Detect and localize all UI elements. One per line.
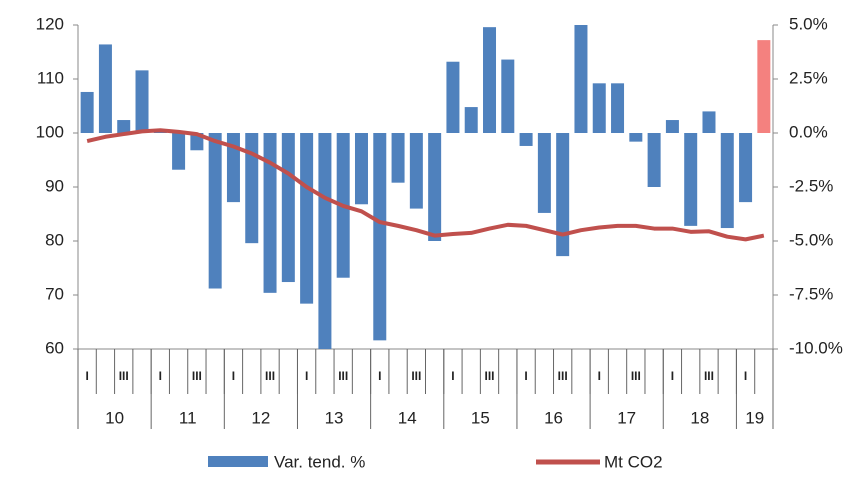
bar: [647, 133, 661, 187]
year-label: 17: [617, 408, 636, 427]
bar: [373, 133, 387, 341]
year-label: 10: [105, 408, 124, 427]
legend-label: Var. tend. %: [274, 452, 365, 471]
bar: [391, 133, 405, 183]
bar: [117, 120, 131, 133]
year-label: 13: [325, 408, 344, 427]
x-tick-label: I: [305, 369, 308, 383]
y2-tick-label: -10.0%: [789, 338, 843, 357]
line: [86, 128, 765, 242]
bar: [629, 133, 643, 142]
bar: [720, 133, 734, 229]
year-label: 12: [251, 408, 270, 427]
bar: [318, 133, 332, 349]
y-tick-label: 100: [36, 122, 64, 141]
bar: [409, 133, 423, 209]
bar: [98, 44, 112, 133]
bar: [446, 61, 460, 133]
bar: [300, 133, 314, 304]
bar: [665, 120, 679, 133]
y2-tick-label: -7.5%: [789, 284, 833, 303]
bar: [519, 133, 533, 146]
x-tick-label: I: [744, 369, 747, 383]
year-label: 14: [398, 408, 417, 427]
x-tick-label: III: [704, 369, 714, 383]
x-tick-label: III: [338, 369, 348, 383]
legend-label: Mt CO2: [604, 452, 663, 471]
y2-tick-label: -5.0%: [789, 230, 833, 249]
bar: [684, 133, 698, 226]
y-tick-label: 120: [36, 14, 64, 33]
x-tick-label: III: [265, 369, 275, 383]
y-tick-label: 60: [45, 338, 64, 357]
x-tick-label: I: [159, 369, 162, 383]
y2-tick-label: 5.0%: [789, 14, 828, 33]
y-tick-label: 80: [45, 230, 64, 249]
x-tick-label: III: [411, 369, 421, 383]
y2-tick-label: -2.5%: [789, 176, 833, 195]
x-tick-label: I: [671, 369, 674, 383]
bar: [483, 27, 497, 133]
bar: [80, 91, 94, 133]
year-label: 18: [690, 408, 709, 427]
y2-tick-label: 0.0%: [789, 122, 828, 141]
bar: [263, 133, 277, 293]
bar: [739, 133, 753, 203]
year-label: 16: [544, 408, 563, 427]
bar: [354, 133, 368, 205]
y2-tick-label: 2.5%: [789, 68, 828, 87]
bar: [172, 133, 186, 170]
bar: [245, 133, 259, 244]
x-tick-label: I: [598, 369, 601, 383]
bar: [226, 133, 240, 203]
bar: [208, 133, 222, 289]
year-label: 19: [745, 408, 764, 427]
x-tick-label: I: [378, 369, 381, 383]
x-tick-label: III: [192, 369, 202, 383]
y-tick-label: 110: [37, 68, 64, 87]
x-tick-label: I: [451, 369, 454, 383]
bar: [757, 40, 771, 134]
bar: [592, 83, 606, 133]
year-label: 15: [471, 408, 490, 427]
bar: [281, 133, 295, 283]
x-tick-label: III: [485, 369, 495, 383]
bar: [556, 133, 570, 257]
y-tick-label: 90: [45, 176, 64, 195]
bar: [574, 25, 588, 133]
bar: [611, 83, 625, 133]
legend-swatch: [208, 456, 268, 467]
x-tick-label: III: [119, 369, 129, 383]
bar: [135, 70, 149, 133]
x-tick-label: I: [85, 369, 88, 383]
x-tick-label: III: [631, 369, 641, 383]
y-tick-label: 70: [45, 284, 64, 303]
x-tick-label: III: [558, 369, 568, 383]
x-tick-label: I: [524, 369, 527, 383]
x-tick-label: I: [232, 369, 235, 383]
bar: [501, 59, 515, 134]
bar: [464, 107, 478, 133]
year-label: 11: [179, 408, 197, 427]
bar: [428, 133, 442, 241]
bar: [702, 111, 716, 133]
bar: [537, 133, 551, 213]
